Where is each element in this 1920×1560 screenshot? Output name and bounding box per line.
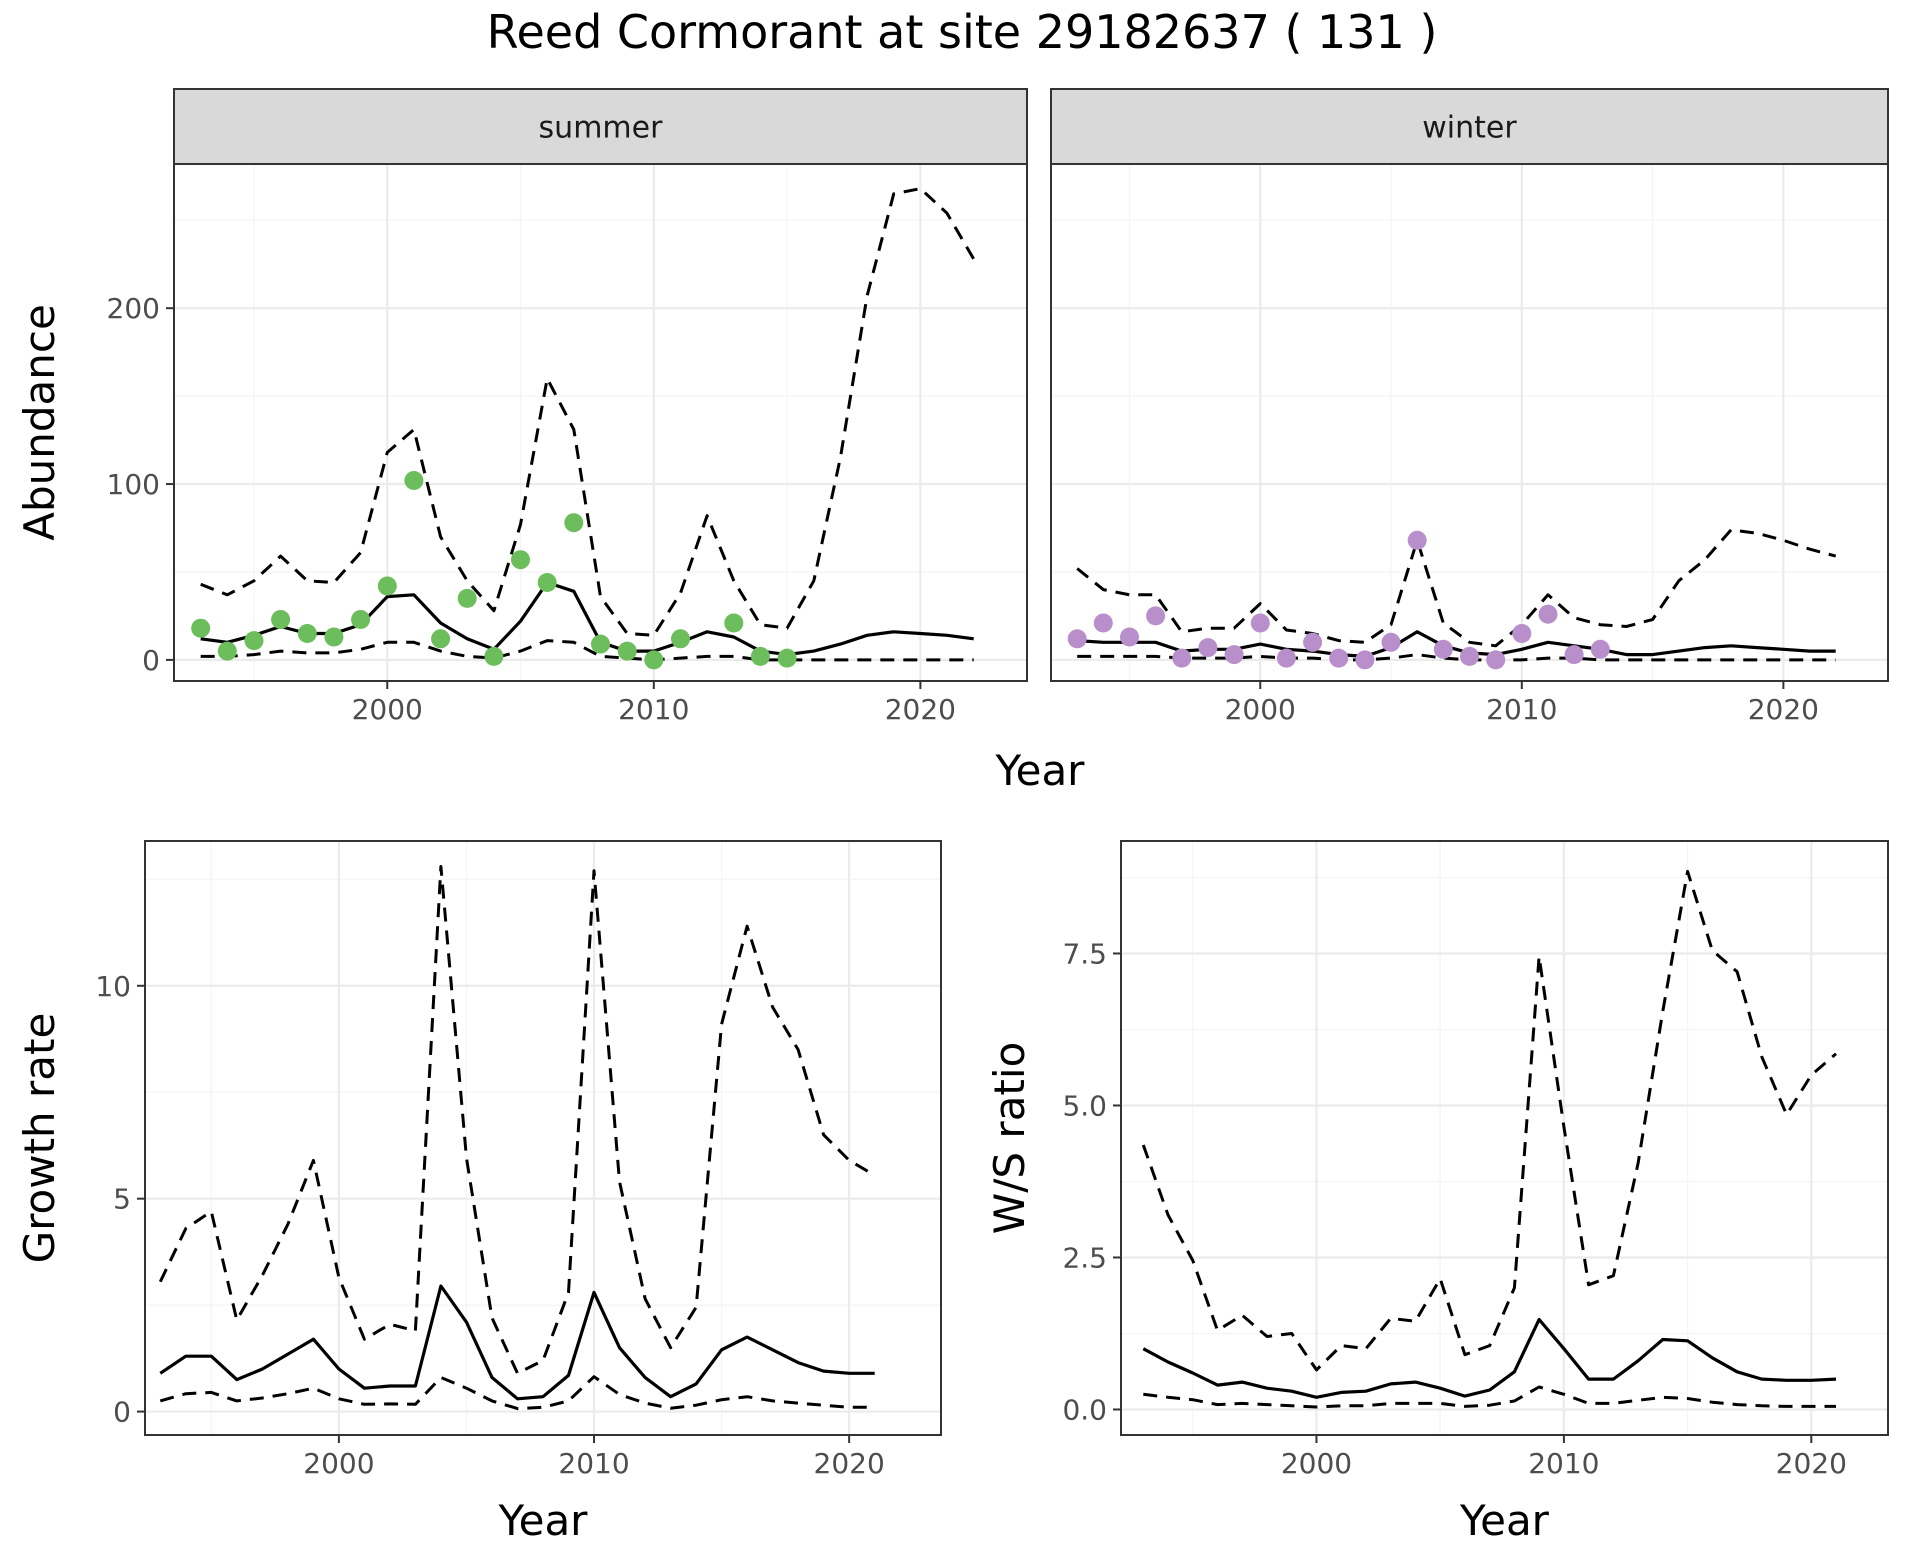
panel-background — [145, 841, 941, 1435]
series-line-median — [1142, 1317, 1837, 1399]
panel-abundance-winter: winter 2000 2010 2020 — [1050, 88, 1889, 726]
data-point — [777, 648, 797, 668]
series-line-lower — [1077, 653, 1836, 662]
x-axis-title: Year — [498, 1496, 589, 1545]
x-tick-label: 2010 — [558, 1447, 629, 1480]
data-point — [484, 646, 504, 666]
data-point — [617, 641, 637, 661]
panel-border — [1120, 840, 1889, 1436]
y-tick-label: 0.0 — [1062, 1393, 1107, 1426]
series-line-lower — [1143, 1385, 1836, 1409]
data-point — [1538, 604, 1558, 624]
data-point — [1093, 613, 1113, 633]
data-point — [1303, 632, 1323, 652]
data-point — [191, 618, 211, 638]
y-tick-label: 0 — [113, 1396, 131, 1429]
data-point — [377, 576, 397, 596]
y-tick-label: 100 — [107, 468, 160, 501]
data-point — [564, 513, 584, 533]
y-tick-label: 200 — [107, 292, 160, 325]
panel-background — [1051, 164, 1888, 681]
series-line-median — [159, 1284, 875, 1401]
y-tick-label: 2.5 — [1062, 1241, 1107, 1274]
data-point — [1120, 627, 1139, 647]
data-point — [324, 627, 344, 647]
series-line-lower — [159, 1375, 875, 1411]
data-point — [644, 650, 664, 670]
data-point — [1381, 632, 1401, 652]
panel-background — [174, 164, 1027, 681]
facet-strip-label: summer — [539, 111, 664, 146]
panel-ws-ratio: 2000 2010 2020 0.0 2.5 5.0 7.5 Year W/S ratio — [985, 840, 1889, 1545]
data-point — [511, 550, 530, 570]
data-point — [244, 631, 264, 651]
x-axis-title: Year — [995, 746, 1086, 795]
x-tick-label: 2020 — [1776, 1447, 1847, 1480]
x-tick-label: 2020 — [814, 1447, 885, 1480]
facet-strip — [173, 88, 1028, 165]
chart-title: Reed Cormorant at site 29182637 ( 131 ) — [487, 5, 1438, 59]
data-point — [671, 629, 690, 649]
data-point — [1329, 648, 1349, 668]
data-point — [1512, 624, 1532, 643]
data-point — [1276, 648, 1296, 668]
data-point — [1224, 645, 1244, 665]
data-point — [1198, 638, 1218, 658]
x-tick-label: 2020 — [1748, 693, 1819, 726]
data-point — [1146, 606, 1166, 626]
x-tick-label: 2000 — [1225, 693, 1296, 726]
data-point — [1590, 639, 1610, 659]
x-tick-label: 2000 — [352, 693, 423, 726]
y-axis-title: Growth rate — [15, 1013, 64, 1264]
panel-border — [144, 840, 942, 1436]
y-tick-label: 5 — [113, 1183, 131, 1216]
data-point — [431, 629, 451, 649]
y-tick-label: 10 — [95, 970, 131, 1003]
data-point — [457, 588, 477, 608]
x-axis-title: Year — [1459, 1496, 1550, 1545]
series-line-lower — [200, 639, 974, 662]
data-point — [404, 471, 424, 490]
data-point — [591, 634, 610, 654]
x-tick-label: 2000 — [303, 1447, 374, 1480]
y-axis-title: Abundance — [15, 304, 64, 541]
x-tick-label: 2010 — [618, 693, 689, 726]
data-point — [724, 613, 744, 633]
data-point — [750, 646, 770, 666]
data-point — [1486, 650, 1506, 670]
data-point — [1460, 646, 1479, 666]
data-point — [217, 641, 237, 661]
facet-strip-label: winter — [1422, 111, 1517, 146]
y-tick-label: 5.0 — [1062, 1089, 1107, 1122]
y-tick-label: 0 — [142, 644, 160, 677]
panel-background — [1121, 841, 1888, 1435]
data-point — [1250, 613, 1270, 633]
data-point — [351, 610, 371, 629]
y-axis-title: W/S ratio — [985, 1042, 1034, 1235]
data-point — [1564, 645, 1584, 665]
series-line-upper — [200, 187, 975, 637]
data-point — [537, 573, 557, 592]
y-tick-label: 7.5 — [1062, 937, 1107, 970]
data-point — [297, 624, 317, 643]
series-line-upper — [1076, 528, 1837, 648]
data-point — [1355, 650, 1375, 670]
x-tick-label: 2010 — [1528, 1447, 1599, 1480]
data-point — [1407, 530, 1427, 550]
panel-growth-rate: 2000 2010 2020 0 5 10 Year Growth rate — [15, 840, 942, 1545]
panel-abundance-summer: summer 2000 2010 2020 0 100 200 Year Abundance — [15, 88, 1086, 795]
x-tick-label: 2000 — [1281, 1447, 1352, 1480]
data-point — [1433, 639, 1453, 659]
data-point — [1067, 629, 1087, 649]
data-point — [1172, 648, 1192, 668]
facet-strip — [1050, 88, 1889, 165]
series-line-upper — [1141, 869, 1837, 1372]
x-tick-label: 2020 — [885, 693, 956, 726]
data-point — [271, 610, 291, 629]
x-tick-label: 2010 — [1486, 693, 1557, 726]
